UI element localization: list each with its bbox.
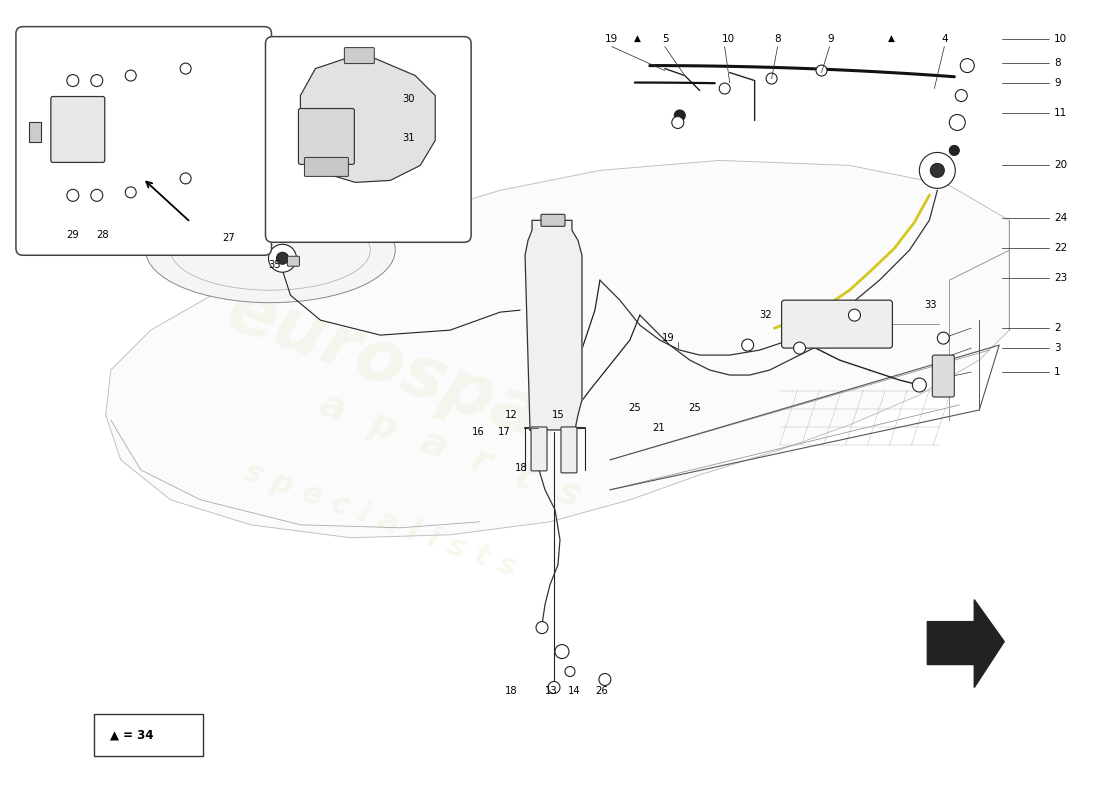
Text: 28: 28 xyxy=(96,230,109,240)
FancyBboxPatch shape xyxy=(531,427,547,471)
Text: 20: 20 xyxy=(1054,161,1067,170)
Text: 18: 18 xyxy=(505,686,518,697)
Text: 10: 10 xyxy=(722,34,735,44)
Text: ▲: ▲ xyxy=(888,34,894,43)
Circle shape xyxy=(180,173,191,184)
Circle shape xyxy=(719,83,730,94)
Text: 9: 9 xyxy=(1054,78,1060,87)
Circle shape xyxy=(67,74,79,86)
Circle shape xyxy=(125,70,136,81)
Text: 9: 9 xyxy=(827,34,834,44)
Text: 2: 2 xyxy=(1054,323,1060,333)
Circle shape xyxy=(793,342,805,354)
Circle shape xyxy=(949,114,966,130)
FancyBboxPatch shape xyxy=(94,714,202,756)
Text: 25: 25 xyxy=(628,403,640,413)
Circle shape xyxy=(937,332,949,344)
Text: 12: 12 xyxy=(505,410,518,420)
Circle shape xyxy=(672,117,684,129)
Circle shape xyxy=(548,682,560,694)
Text: 22: 22 xyxy=(1054,243,1067,254)
Circle shape xyxy=(960,58,975,73)
Text: s p e c i a l i s t s: s p e c i a l i s t s xyxy=(240,457,520,582)
FancyBboxPatch shape xyxy=(15,26,272,255)
Text: 14: 14 xyxy=(568,686,581,697)
Circle shape xyxy=(276,252,288,264)
FancyBboxPatch shape xyxy=(344,48,374,63)
Text: 32: 32 xyxy=(760,310,772,320)
Circle shape xyxy=(816,65,827,76)
Ellipse shape xyxy=(145,198,395,302)
Text: 13: 13 xyxy=(544,686,558,697)
Text: 23: 23 xyxy=(1054,274,1067,283)
Circle shape xyxy=(536,622,548,634)
Text: 21: 21 xyxy=(652,423,664,433)
Polygon shape xyxy=(927,600,1004,687)
Text: 24: 24 xyxy=(1054,214,1067,223)
Text: 33: 33 xyxy=(924,300,937,310)
Text: 4: 4 xyxy=(942,34,948,44)
Circle shape xyxy=(741,339,754,351)
Polygon shape xyxy=(525,220,582,430)
Text: 25: 25 xyxy=(688,403,701,413)
Text: 18: 18 xyxy=(515,463,528,473)
Circle shape xyxy=(268,244,296,272)
Text: 10: 10 xyxy=(1054,34,1067,44)
Circle shape xyxy=(920,153,955,188)
Text: 8: 8 xyxy=(774,34,781,44)
Text: 19: 19 xyxy=(662,333,674,343)
Text: 11: 11 xyxy=(1054,107,1067,118)
FancyBboxPatch shape xyxy=(305,158,349,176)
FancyBboxPatch shape xyxy=(933,355,955,397)
Circle shape xyxy=(848,309,860,321)
Circle shape xyxy=(674,110,685,121)
Text: 5: 5 xyxy=(662,34,669,44)
Text: 8: 8 xyxy=(1054,58,1060,67)
Text: ▲ = 34: ▲ = 34 xyxy=(110,729,153,742)
Text: eurospar: eurospar xyxy=(217,275,583,465)
Circle shape xyxy=(565,666,575,677)
FancyBboxPatch shape xyxy=(51,97,104,162)
Text: 29: 29 xyxy=(66,230,78,240)
FancyBboxPatch shape xyxy=(287,256,299,266)
Text: 1: 1 xyxy=(1054,367,1060,377)
Circle shape xyxy=(91,74,102,86)
Text: 17: 17 xyxy=(498,427,510,437)
Circle shape xyxy=(949,146,959,155)
FancyBboxPatch shape xyxy=(265,37,471,242)
Text: 35: 35 xyxy=(268,260,282,270)
Polygon shape xyxy=(106,161,1009,538)
Circle shape xyxy=(180,63,191,74)
Text: 30: 30 xyxy=(403,94,415,103)
FancyBboxPatch shape xyxy=(541,214,565,226)
FancyBboxPatch shape xyxy=(561,427,578,473)
Circle shape xyxy=(912,378,926,392)
Circle shape xyxy=(67,190,79,202)
Circle shape xyxy=(931,163,944,178)
Polygon shape xyxy=(300,58,436,182)
Circle shape xyxy=(125,187,136,198)
Text: 3: 3 xyxy=(1054,343,1060,353)
Circle shape xyxy=(766,73,777,84)
FancyBboxPatch shape xyxy=(782,300,892,348)
Circle shape xyxy=(91,190,102,202)
Text: 15: 15 xyxy=(552,410,564,420)
Text: 27: 27 xyxy=(222,234,235,243)
Text: 26: 26 xyxy=(595,686,607,697)
Text: a  p  a  r  t  s: a p a r t s xyxy=(314,385,586,515)
FancyBboxPatch shape xyxy=(298,109,354,165)
Circle shape xyxy=(955,90,967,102)
FancyBboxPatch shape xyxy=(29,122,41,142)
Circle shape xyxy=(556,645,569,658)
Text: 31: 31 xyxy=(403,134,415,143)
Text: ▲: ▲ xyxy=(635,34,641,43)
Circle shape xyxy=(598,674,611,686)
Text: 16: 16 xyxy=(472,427,485,437)
Text: 19: 19 xyxy=(605,34,618,44)
